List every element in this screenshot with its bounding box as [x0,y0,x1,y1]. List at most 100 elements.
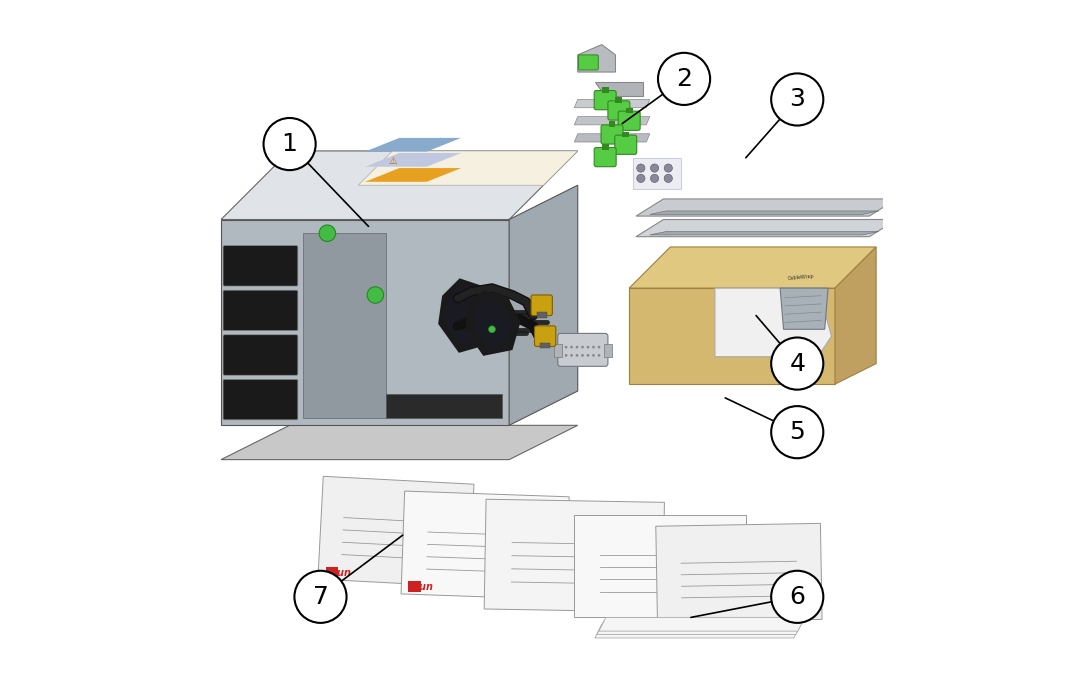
FancyBboxPatch shape [224,246,298,286]
Circle shape [586,354,590,357]
Bar [326,567,338,578]
Circle shape [592,346,595,348]
Circle shape [295,571,347,623]
Polygon shape [221,425,578,460]
Polygon shape [595,82,643,96]
FancyBboxPatch shape [608,101,630,120]
FancyBboxPatch shape [615,135,637,154]
Circle shape [771,73,823,126]
FancyBboxPatch shape [594,91,617,110]
Polygon shape [575,134,650,142]
Circle shape [581,354,584,357]
Polygon shape [575,117,650,125]
Bar [616,97,622,103]
Polygon shape [365,153,461,167]
Circle shape [576,354,579,357]
Polygon shape [650,211,879,214]
Text: 7: 7 [312,585,328,608]
Circle shape [650,174,659,182]
Polygon shape [656,523,822,622]
Polygon shape [630,247,876,288]
Polygon shape [575,514,746,617]
Bar [408,581,420,592]
Polygon shape [630,288,835,384]
Circle shape [570,346,572,348]
Text: ⚠: ⚠ [388,156,396,166]
FancyBboxPatch shape [558,333,608,366]
Bar [625,108,633,113]
Polygon shape [444,285,492,346]
Circle shape [581,346,584,348]
Polygon shape [401,491,569,600]
FancyBboxPatch shape [224,290,298,331]
Circle shape [658,53,711,105]
Bar [609,121,616,127]
Circle shape [367,287,383,303]
Bar [386,394,502,418]
FancyBboxPatch shape [594,147,617,167]
Polygon shape [575,99,650,108]
Circle shape [637,174,645,182]
Circle shape [576,346,579,348]
Circle shape [586,346,590,348]
FancyBboxPatch shape [224,379,298,420]
FancyBboxPatch shape [602,125,623,144]
Circle shape [592,354,595,357]
Bar [303,233,386,418]
Polygon shape [595,624,800,638]
Polygon shape [715,288,832,357]
Polygon shape [318,476,474,587]
Bar [554,344,562,357]
Bar [622,132,630,137]
Polygon shape [599,617,805,631]
FancyBboxPatch shape [535,326,556,346]
Circle shape [771,338,823,390]
Polygon shape [359,151,578,185]
FancyBboxPatch shape [224,335,298,375]
Bar [537,312,546,318]
Text: Sun: Sun [330,568,352,578]
Bar [602,87,609,93]
Bar [602,144,609,150]
Polygon shape [578,45,616,72]
Text: 4: 4 [789,352,806,375]
Polygon shape [633,158,680,189]
Circle shape [319,225,336,241]
Polygon shape [221,220,509,425]
Circle shape [771,406,823,458]
Polygon shape [650,231,879,235]
Circle shape [565,346,567,348]
Bar [540,343,551,348]
Text: Sun: Sun [413,582,434,591]
Circle shape [637,164,645,172]
Circle shape [570,354,572,357]
FancyBboxPatch shape [531,295,552,316]
Polygon shape [780,288,828,329]
Text: 6: 6 [789,585,806,608]
Circle shape [488,326,496,333]
Text: CableWrap: CableWrap [787,274,814,281]
Circle shape [664,174,673,182]
Polygon shape [597,621,802,635]
Polygon shape [470,295,516,351]
Text: 5: 5 [789,421,805,444]
Circle shape [597,346,600,348]
FancyBboxPatch shape [618,111,640,130]
Text: 1: 1 [282,132,298,156]
Polygon shape [636,199,896,216]
Text: 2: 2 [676,67,692,91]
Polygon shape [484,499,664,612]
Circle shape [565,354,567,357]
Polygon shape [365,138,461,152]
Circle shape [771,571,823,623]
FancyBboxPatch shape [579,55,598,70]
Polygon shape [636,220,896,237]
Polygon shape [509,185,578,425]
Circle shape [650,164,659,172]
Circle shape [664,164,673,172]
Bar [604,344,612,357]
Polygon shape [835,247,876,384]
Polygon shape [221,151,578,220]
Circle shape [597,354,600,357]
Circle shape [264,118,315,170]
